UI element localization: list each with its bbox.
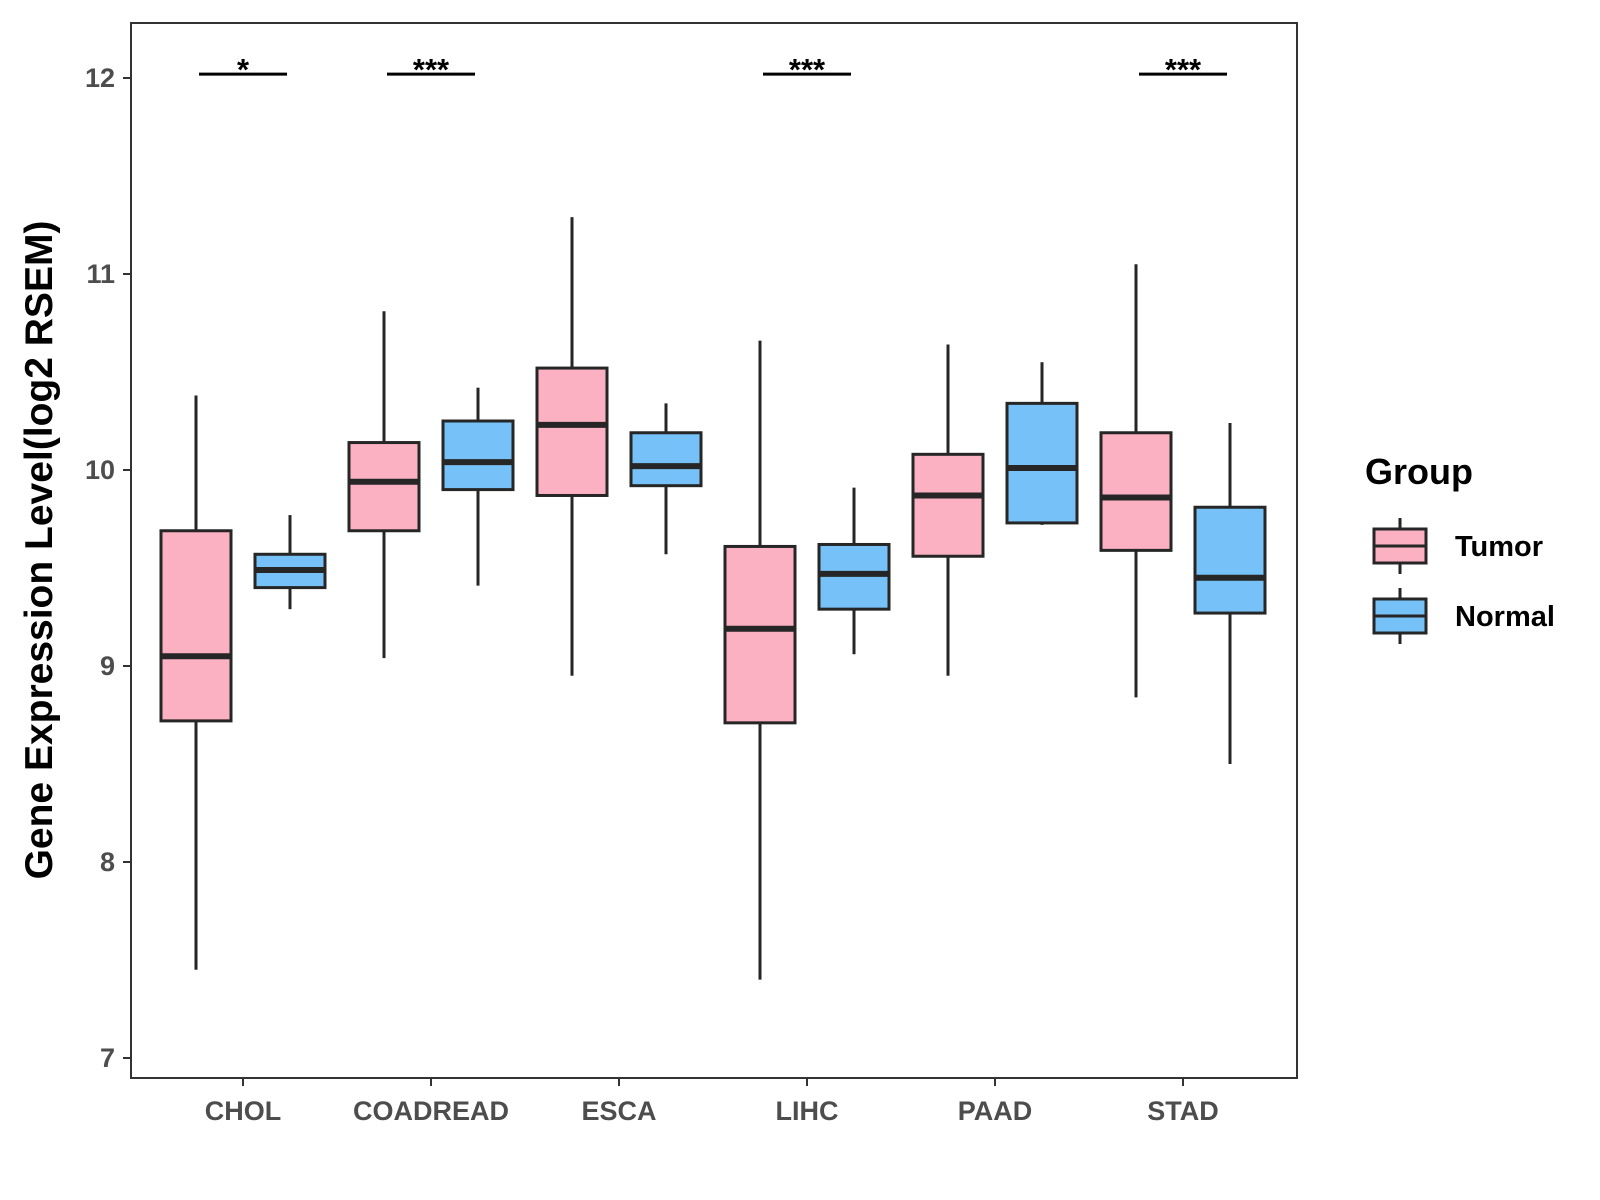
box-iqr [535,366,609,497]
y-tick-label: 9 [100,651,115,681]
x-tick-label: PAAD [958,1096,1033,1126]
y-tick-label: 7 [100,1043,115,1073]
box-tumor-stad [1099,264,1173,698]
box-iqr [347,441,421,533]
y-tick-label: 10 [85,455,115,485]
box-layer [159,217,1267,980]
box-iqr [441,419,515,492]
y-axis-title: Gene Expression Level(log2 RSEM) [18,221,61,880]
y-tick-label: 8 [100,847,115,877]
box-iqr [723,544,797,725]
box-iqr [1193,505,1267,615]
x-axis: CHOL COADREAD ESCA LIHC PAAD STAD [205,1078,1219,1126]
y-tick-label: 12 [85,63,115,93]
legend-title: Group [1365,451,1473,492]
y-axis: 7 8 9 10 11 12 [85,63,131,1073]
y-tick-label: 11 [86,259,115,289]
box-tumor-esca [535,217,609,676]
box-normal-lihc [817,487,891,655]
legend-label-normal: Normal [1455,601,1555,633]
legend-label-tumor: Tumor [1455,531,1543,563]
box-iqr [1099,431,1173,552]
box-normal-stad [1193,422,1267,764]
significance-label: *** [789,52,826,87]
significance-label: * [237,52,250,87]
box-tumor-coadread [347,311,421,659]
box-normal-coadread [441,387,515,586]
x-tick-label: ESCA [581,1096,656,1126]
x-tick-label: CHOL [205,1096,282,1126]
x-tick-label: STAD [1147,1096,1219,1126]
x-tick-label: LIHC [776,1096,839,1126]
box-tumor-chol [159,395,233,970]
x-tick-label: COADREAD [353,1096,509,1126]
box-iqr [911,452,985,558]
legend-key-tumor [1372,518,1428,574]
box-normal-chol [253,515,327,610]
box-normal-paad [1005,362,1079,525]
box-tumor-lihc [723,340,797,980]
box-tumor-paad [911,344,985,676]
box-iqr [1005,401,1079,525]
significance-layer: * *** *** *** [199,52,1227,87]
significance-label: *** [413,52,450,87]
legend-key-normal [1372,588,1428,644]
significance-label: *** [1165,52,1202,87]
box-iqr [629,431,703,488]
legend: Group Tumor Normal [1365,451,1555,644]
box-normal-esca [629,403,703,555]
box-iqr [159,529,233,723]
